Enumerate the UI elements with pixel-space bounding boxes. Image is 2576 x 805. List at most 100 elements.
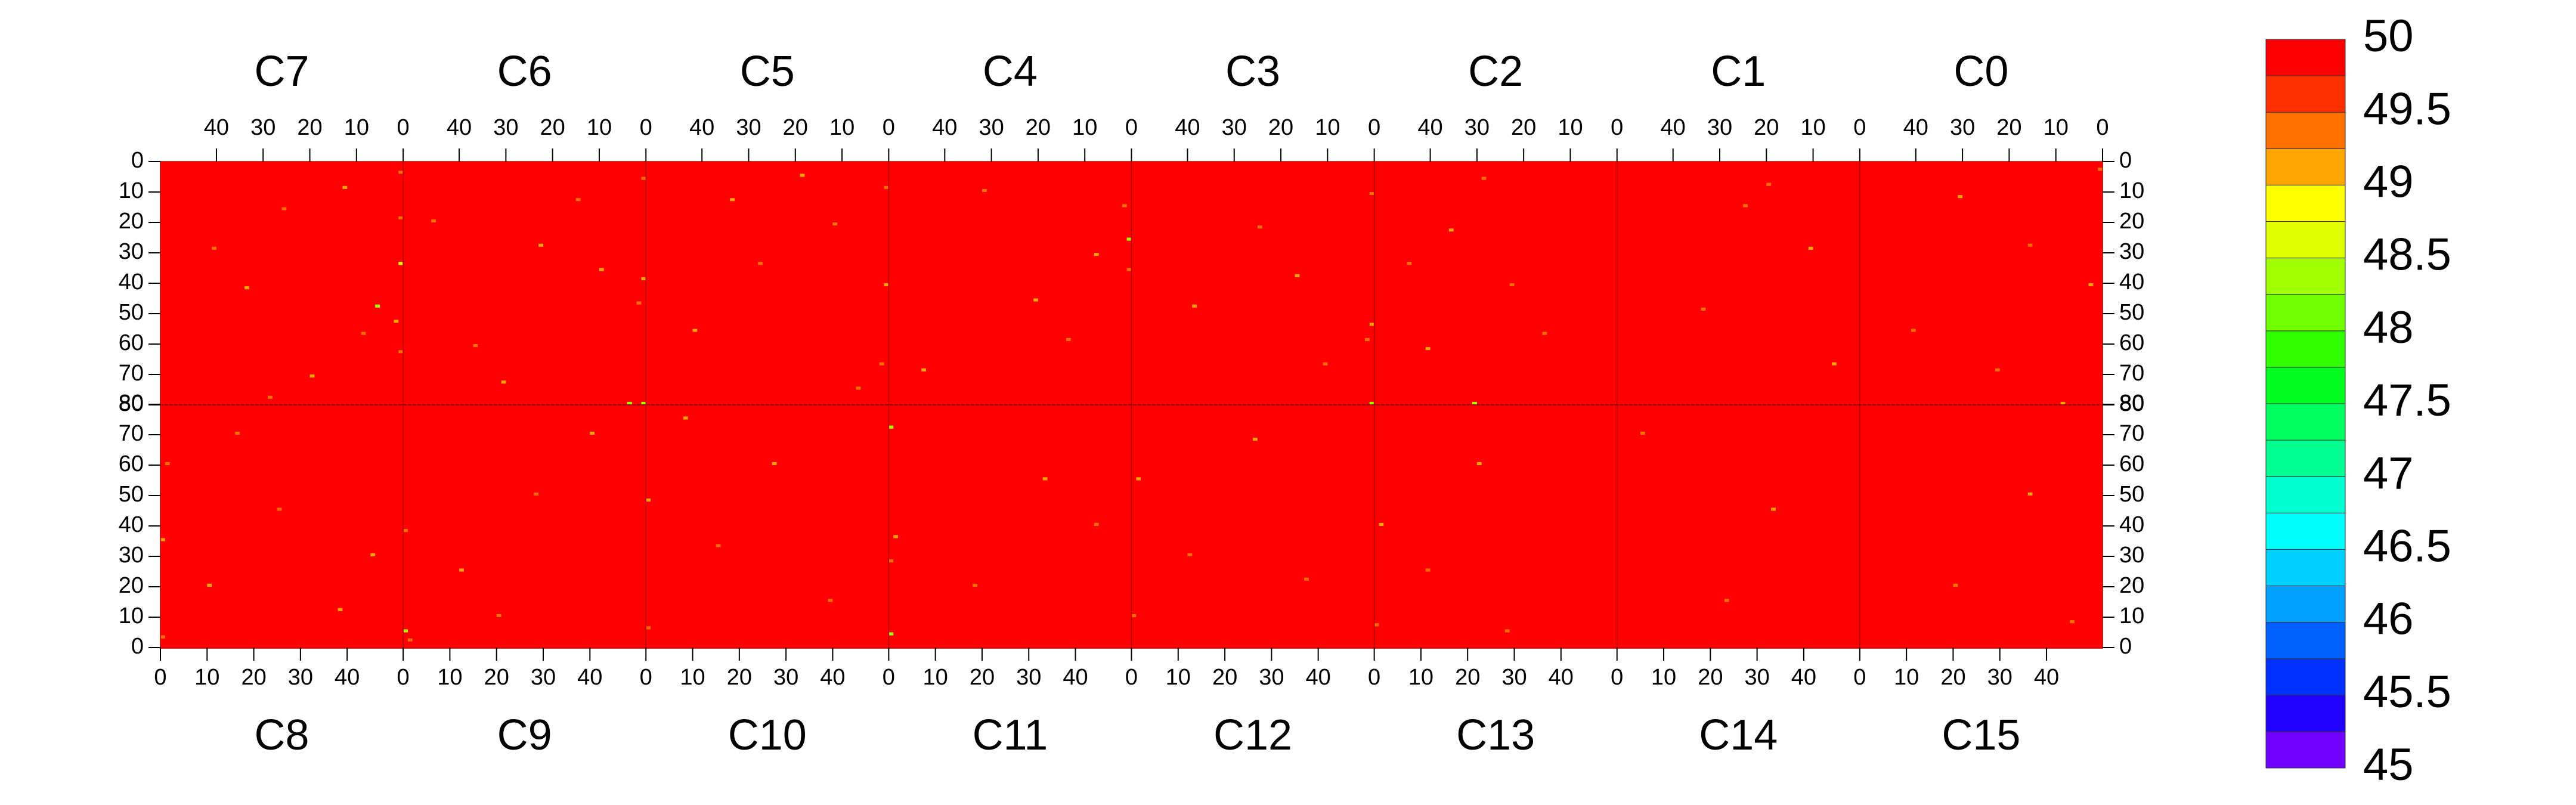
cell xyxy=(1369,401,1374,405)
x-tick-label: 20 xyxy=(1455,665,1480,690)
cell xyxy=(1958,195,1963,199)
cell xyxy=(1374,623,1379,627)
colorbar-label: 47.5 xyxy=(2363,375,2451,426)
cell xyxy=(646,499,651,502)
cell xyxy=(403,529,408,532)
cell xyxy=(641,177,646,180)
x-tick-label: 30 xyxy=(736,115,761,140)
cell xyxy=(627,401,632,405)
cell xyxy=(1094,253,1099,256)
x-tick-label: 10 xyxy=(1800,115,1825,140)
x-tick-label: 20 xyxy=(1698,665,1723,690)
cell xyxy=(884,185,889,189)
cell xyxy=(1995,368,2000,371)
x-tick-label: 30 xyxy=(1465,115,1490,140)
cell xyxy=(599,268,604,271)
x-tick-label: 20 xyxy=(1996,115,2021,140)
y-tick-label: 10 xyxy=(119,603,144,628)
panel-background xyxy=(646,162,889,405)
y-tick-label: 0 xyxy=(131,148,144,173)
x-tick-label: 20 xyxy=(1268,115,1293,140)
cell xyxy=(636,301,642,305)
x-tick-label: 40 xyxy=(1306,665,1331,690)
cell xyxy=(501,380,506,384)
cell xyxy=(342,185,348,189)
colorbar-band xyxy=(2265,439,2346,477)
cell xyxy=(431,219,436,222)
colorbar-label: 47 xyxy=(2363,448,2414,499)
cell xyxy=(884,283,889,287)
x-tick-label: 10 xyxy=(344,115,369,140)
colorbar-band xyxy=(2265,476,2346,513)
y-tick-label: 0 xyxy=(2119,148,2132,173)
y-tick-label: 50 xyxy=(119,300,144,325)
x-tick-label: 30 xyxy=(1222,115,1247,140)
x-tick-label: 0 xyxy=(1611,115,1623,140)
cell xyxy=(1771,507,1776,511)
colorbar-band xyxy=(2265,367,2346,404)
colorbar-label: 49 xyxy=(2363,156,2414,207)
y-tick-label: 30 xyxy=(2119,543,2144,568)
x-tick-label: 40 xyxy=(1661,115,1686,140)
x-tick-label: 20 xyxy=(783,115,808,140)
colorbar-label: 45 xyxy=(2363,739,2414,790)
y-tick-label: 40 xyxy=(119,512,144,537)
cell xyxy=(1094,522,1099,526)
cell xyxy=(309,374,315,378)
x-tick-label: 0 xyxy=(1368,665,1380,690)
y-tick-label: 60 xyxy=(2119,451,2144,476)
y-tick-label: 0 xyxy=(131,634,144,659)
colorbar-band xyxy=(2265,586,2346,623)
cell xyxy=(1472,401,1477,405)
colorbar-label: 49.5 xyxy=(2363,83,2451,134)
x-tick-label: 0 xyxy=(397,665,410,690)
cell xyxy=(407,638,413,642)
cell xyxy=(2088,283,2094,287)
cell xyxy=(641,401,646,405)
panel-background xyxy=(1859,162,2103,405)
cell xyxy=(398,216,404,219)
cell xyxy=(281,207,287,210)
x-tick-label: 10 xyxy=(680,665,705,690)
x-tick-label: 20 xyxy=(970,665,995,690)
y-tick-label: 0 xyxy=(2119,634,2132,659)
cell xyxy=(641,277,646,280)
y-tick-label: 80 xyxy=(2119,391,2144,416)
cell xyxy=(1253,438,1258,441)
cell xyxy=(646,626,651,630)
cell xyxy=(1131,614,1137,617)
cell xyxy=(403,629,408,633)
cell xyxy=(2070,620,2075,624)
panel-label: C7 xyxy=(255,48,309,95)
y-tick-label: 10 xyxy=(2119,603,2144,628)
cell xyxy=(888,425,894,429)
cell xyxy=(165,462,170,465)
cell xyxy=(1126,268,1132,271)
panel-label: C13 xyxy=(1456,711,1535,759)
colorbar-band xyxy=(2265,39,2346,76)
panel-label: C11 xyxy=(973,711,1048,759)
colorbar-label: 48 xyxy=(2363,302,2414,353)
cell xyxy=(538,243,544,247)
colorbar-label: 50 xyxy=(2363,11,2414,61)
x-tick-label: 20 xyxy=(1940,665,1965,690)
x-tick-label: 30 xyxy=(1259,665,1284,690)
y-tick-label: 20 xyxy=(2119,209,2144,234)
cell xyxy=(758,262,763,265)
cell xyxy=(1640,431,1645,435)
y-tick-label: 30 xyxy=(119,543,144,568)
x-tick-label: 0 xyxy=(397,115,410,140)
cell xyxy=(856,386,861,390)
colorbar-label: 46 xyxy=(2363,594,2414,645)
x-tick-label: 10 xyxy=(1166,665,1191,690)
y-tick-label: 80 xyxy=(119,391,144,416)
panel-background xyxy=(1617,162,1860,405)
panel-background xyxy=(1617,405,1860,648)
x-tick-label: 0 xyxy=(1611,665,1623,690)
cell xyxy=(1364,338,1370,341)
y-tick-label: 60 xyxy=(2119,330,2144,355)
x-tick-label: 10 xyxy=(437,665,462,690)
cell xyxy=(1379,522,1384,526)
panel-label: C10 xyxy=(728,711,807,759)
cell xyxy=(268,395,273,399)
